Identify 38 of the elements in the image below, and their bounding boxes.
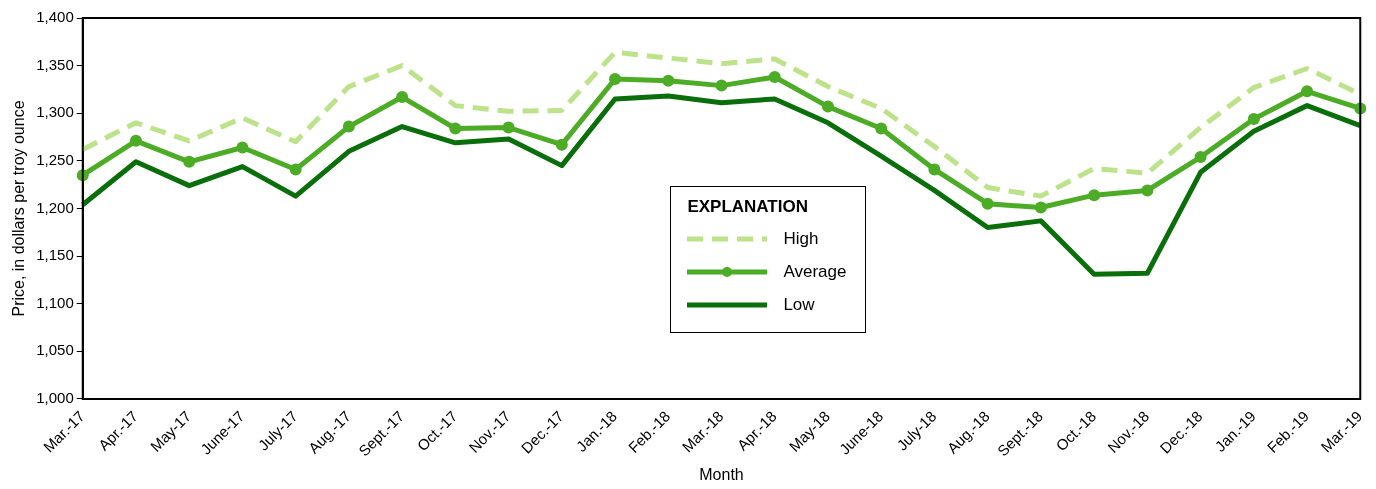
point bbox=[236, 141, 249, 154]
y-tick-label: 1,100 bbox=[36, 293, 74, 311]
point bbox=[1247, 112, 1260, 125]
y-tick-label: 1,050 bbox=[36, 341, 74, 359]
point bbox=[928, 163, 941, 176]
y-tick-label: 1,200 bbox=[36, 198, 74, 216]
point bbox=[1088, 189, 1101, 202]
point bbox=[1034, 201, 1047, 214]
point bbox=[662, 74, 675, 87]
legend-label: Average bbox=[783, 262, 847, 283]
point bbox=[821, 100, 834, 113]
point bbox=[555, 138, 568, 151]
point bbox=[715, 79, 728, 92]
y-tick-label: 1,000 bbox=[36, 389, 74, 407]
point bbox=[502, 121, 515, 134]
y-tick-label: 1,350 bbox=[36, 55, 74, 73]
legend-label: Low bbox=[783, 295, 815, 316]
legend-label: High bbox=[783, 229, 819, 250]
point bbox=[1141, 184, 1154, 197]
point bbox=[342, 120, 355, 133]
y-tick-label: 1,150 bbox=[36, 246, 74, 264]
point bbox=[396, 91, 409, 104]
y-tick-label: 1,300 bbox=[36, 103, 74, 121]
point bbox=[609, 72, 622, 85]
x-axis-title: Month bbox=[699, 465, 744, 483]
y-tick-label: 1,400 bbox=[36, 8, 74, 26]
point bbox=[289, 163, 302, 176]
legend-title: EXPLANATION bbox=[687, 196, 809, 217]
y-axis-title: Price, in dollars per troy ounce bbox=[10, 100, 28, 317]
point bbox=[875, 122, 888, 135]
point bbox=[183, 155, 196, 168]
point bbox=[981, 197, 994, 210]
point bbox=[449, 122, 462, 135]
point bbox=[1301, 85, 1314, 98]
point bbox=[129, 134, 142, 147]
point bbox=[768, 71, 781, 84]
point bbox=[1194, 151, 1207, 164]
y-tick-label: 1,250 bbox=[36, 151, 74, 169]
